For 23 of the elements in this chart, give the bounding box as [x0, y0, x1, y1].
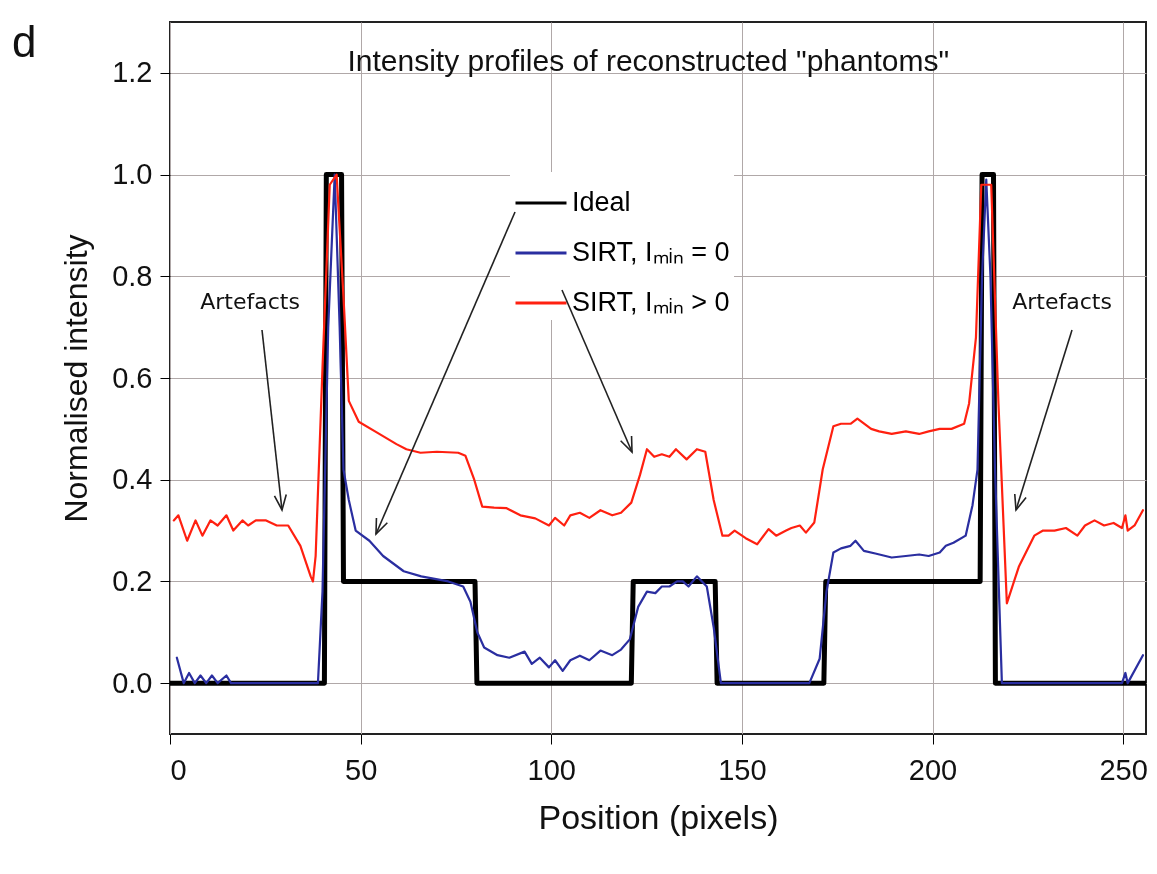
- annotation: Artefacts: [200, 289, 300, 314]
- legend-label: SIRT, Iₘᵢₙ = 0: [572, 237, 730, 267]
- y-tick-label: 0.2: [112, 564, 153, 597]
- y-tick-label: 0.4: [112, 463, 153, 496]
- x-axis-title: Position (pixels): [538, 797, 779, 836]
- annotation: Artefacts: [1012, 289, 1112, 314]
- y-tick-label: 0.0: [112, 666, 153, 699]
- x-tick-label: 150: [718, 753, 767, 786]
- y-tick-label: 1.2: [112, 56, 153, 89]
- legend-label: SIRT, Iₘᵢₙ > 0: [572, 287, 730, 317]
- x-tick-label: 200: [908, 753, 958, 786]
- x-tick-label: 100: [527, 753, 576, 786]
- y-tick-label: 0.6: [112, 361, 153, 394]
- y-axis-title: Normalised intensity: [58, 234, 95, 523]
- y-tick-label: 0.8: [112, 259, 153, 292]
- y-tick-label: 1.0: [112, 158, 153, 191]
- line-series: [172, 173, 1145, 605]
- text: Intensity profiles of reconstructed "phantoms": [347, 44, 950, 77]
- x-tick-label: 0: [170, 753, 187, 786]
- text: d: [12, 17, 37, 66]
- x-tick-label: 50: [344, 753, 378, 786]
- legend-label: Ideal: [572, 187, 631, 217]
- x-tick-label: 250: [1099, 753, 1148, 786]
